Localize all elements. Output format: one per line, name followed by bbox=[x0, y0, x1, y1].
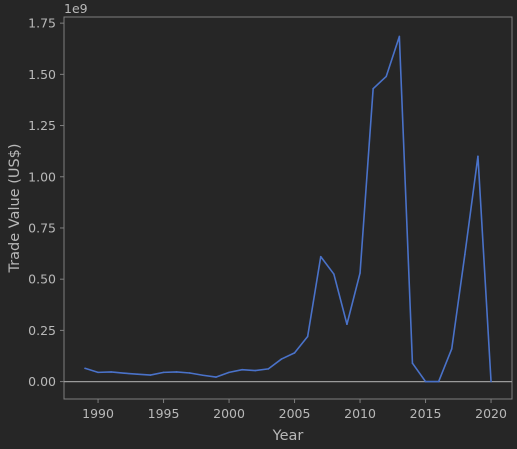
x-tick-label: 2010 bbox=[344, 406, 376, 421]
data-point bbox=[306, 335, 309, 338]
data-point bbox=[346, 323, 348, 326]
x-tick-label: 2015 bbox=[410, 406, 442, 421]
data-point bbox=[162, 371, 165, 374]
x-tick-label: 2000 bbox=[213, 406, 245, 421]
x-tick-label: 2020 bbox=[475, 406, 507, 421]
data-point bbox=[110, 371, 112, 373]
data-point bbox=[136, 373, 139, 376]
data-point bbox=[490, 380, 492, 383]
data-point bbox=[372, 87, 374, 90]
data-point bbox=[398, 35, 401, 38]
x-axis-ticks: 1990 1995 2000 2005 2010 2015 2020 bbox=[82, 399, 507, 421]
data-point bbox=[359, 272, 361, 274]
data-point bbox=[241, 368, 243, 371]
data-point bbox=[424, 380, 427, 383]
y-axis-label: Trade Value (US$) bbox=[7, 143, 23, 273]
data-point bbox=[477, 155, 479, 158]
data-point bbox=[202, 374, 204, 377]
data-point bbox=[333, 273, 335, 275]
data-point bbox=[293, 352, 296, 354]
data-point bbox=[319, 255, 322, 258]
y-tick-label: 0.75 bbox=[28, 220, 56, 235]
y-tick-label: 1.75 bbox=[28, 16, 56, 31]
data-point bbox=[450, 348, 453, 350]
x-tick-label: 2005 bbox=[279, 406, 311, 421]
data-point bbox=[188, 372, 191, 374]
data-point bbox=[215, 376, 217, 378]
data-point bbox=[228, 371, 230, 374]
data-point bbox=[280, 358, 283, 360]
y-tick-label: 1.25 bbox=[28, 118, 56, 133]
data-point bbox=[175, 371, 178, 373]
data-point bbox=[123, 372, 126, 374]
x-axis-label: Year bbox=[272, 428, 304, 444]
y-axis-ticks: 0.00 0.25 0.50 0.75 1.00 1.25 1.50 1.75 bbox=[28, 16, 64, 389]
x-tick-label: 1990 bbox=[82, 406, 114, 421]
y-axis-offset-label: 1e9 bbox=[64, 1, 88, 16]
data-point bbox=[97, 371, 99, 374]
data-point bbox=[84, 367, 86, 370]
data-point bbox=[464, 253, 466, 256]
series-layer bbox=[84, 35, 492, 383]
series-line-0 bbox=[84, 35, 492, 383]
data-point bbox=[149, 374, 152, 376]
y-tick-label: 0.50 bbox=[28, 272, 56, 287]
y-tick-label: 0.00 bbox=[28, 374, 56, 389]
y-tick-label: 0.25 bbox=[28, 323, 56, 338]
y-tick-label: 1.00 bbox=[28, 169, 56, 184]
x-tick-label: 1995 bbox=[148, 406, 180, 421]
data-point bbox=[437, 380, 440, 383]
plot-area bbox=[63, 16, 513, 400]
data-point bbox=[254, 369, 257, 372]
data-point bbox=[267, 368, 270, 370]
y-tick-label: 1.50 bbox=[28, 67, 56, 82]
data-point bbox=[385, 75, 388, 78]
data-point bbox=[411, 362, 414, 364]
